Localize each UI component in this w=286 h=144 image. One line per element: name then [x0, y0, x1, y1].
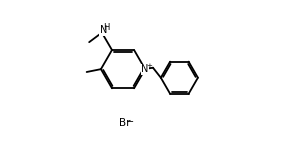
- Text: −: −: [126, 117, 134, 127]
- Text: H: H: [103, 23, 109, 32]
- Text: Br: Br: [119, 118, 130, 128]
- Text: N: N: [100, 25, 107, 35]
- Text: +: +: [146, 63, 152, 69]
- Text: N: N: [142, 64, 149, 74]
